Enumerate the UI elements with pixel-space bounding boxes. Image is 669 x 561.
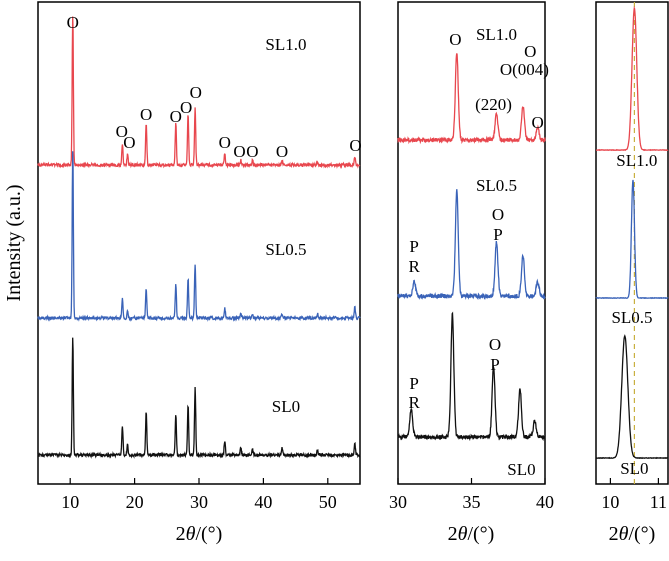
x-tick-label-2-0: 10: [601, 492, 619, 512]
x-axis-title-full: 2θ/(°): [176, 523, 223, 545]
phase-annotation-0-8: O: [233, 142, 245, 161]
series-line-0-sl0-5: [37, 151, 361, 322]
x-tick-label-1-2: 40: [536, 492, 554, 512]
x-tick-label-0-1: 20: [126, 492, 144, 512]
phase-annotation-1-5: O: [492, 205, 504, 224]
series-label-2-2: SL0: [620, 459, 648, 478]
x-tick-label-1-0: 30: [389, 492, 407, 512]
x-tick-label-0-4: 50: [319, 492, 337, 512]
phase-annotation-1-8: R: [408, 257, 420, 276]
phase-annotation-0-5: O: [180, 98, 192, 117]
series-label-1-2: SL0: [507, 460, 535, 479]
series-label-1-1: SL0.5: [476, 176, 517, 195]
x-axis-title-zoom-10-11: 2θ/(°): [609, 523, 656, 545]
series-label-0-0: SL1.0: [265, 35, 306, 54]
phase-annotation-1-10: P: [490, 355, 499, 374]
phase-annotation-1-0: O: [449, 30, 461, 49]
series-line-1-sl0: [397, 311, 546, 442]
series-label-1-0: SL1.0: [476, 25, 517, 44]
phase-annotation-1-3: (220): [475, 95, 512, 114]
series-label-0-2: SL0: [272, 397, 300, 416]
phase-annotation-1-7: P: [409, 237, 418, 256]
phase-annotation-0-4: O: [170, 107, 182, 126]
series-line-2-sl0-5: [595, 179, 669, 300]
series-label-2-0: SL1.0: [616, 151, 657, 170]
phase-annotation-0-6: O: [190, 83, 202, 102]
series-line-2-sl1-0: [596, 5, 669, 152]
series-line-2-sl0: [595, 334, 669, 460]
phase-annotation-1-11: P: [409, 374, 418, 393]
panel-zoom-10-11-frame: [595, 1, 669, 485]
series-line-1-sl0-5: [397, 189, 546, 301]
series-line-0-sl0: [37, 337, 361, 459]
phase-annotation-1-6: P: [493, 225, 502, 244]
series-line-0-sl1-0: [37, 16, 361, 169]
series-group-1: [397, 53, 546, 442]
phase-annotation-0-0: O: [67, 13, 79, 32]
phase-annotation-0-3: O: [140, 105, 152, 124]
panel-full-range-frame: [37, 1, 361, 485]
series-group-0: [37, 16, 361, 459]
phase-annotation-1-9: O: [489, 335, 501, 354]
x-tick-label-2-1: 11: [650, 492, 667, 512]
phase-annotation-0-10: O: [276, 142, 288, 161]
y-axis-title: Intensity (a.u.): [3, 184, 25, 301]
series-label-0-1: SL0.5: [265, 240, 306, 259]
phase-annotation-1-4: O: [532, 113, 544, 132]
x-tick-label-0-3: 40: [254, 492, 272, 512]
x-tick-label-1-1: 35: [463, 492, 481, 512]
phase-annotation-1-1: O(004): [500, 60, 549, 79]
phase-annotation-0-9: O: [246, 142, 258, 161]
series-line-1-sl1-0: [397, 53, 546, 145]
x-axis-title-zoom-30-40: 2θ/(°): [448, 523, 495, 545]
series-group-2: [595, 5, 669, 460]
x-tick-label-0-0: 10: [61, 492, 79, 512]
x-tick-label-0-2: 30: [190, 492, 208, 512]
phase-annotation-0-7: O: [219, 133, 231, 152]
phase-annotation-0-2: O: [123, 133, 135, 152]
phase-annotation-1-2: O: [524, 42, 536, 61]
phase-annotation-0-1: O: [116, 122, 128, 141]
phase-annotation-1-12: R: [408, 393, 420, 412]
series-label-2-1: SL0.5: [611, 308, 652, 327]
phase-annotation-0-11: O: [349, 136, 361, 155]
